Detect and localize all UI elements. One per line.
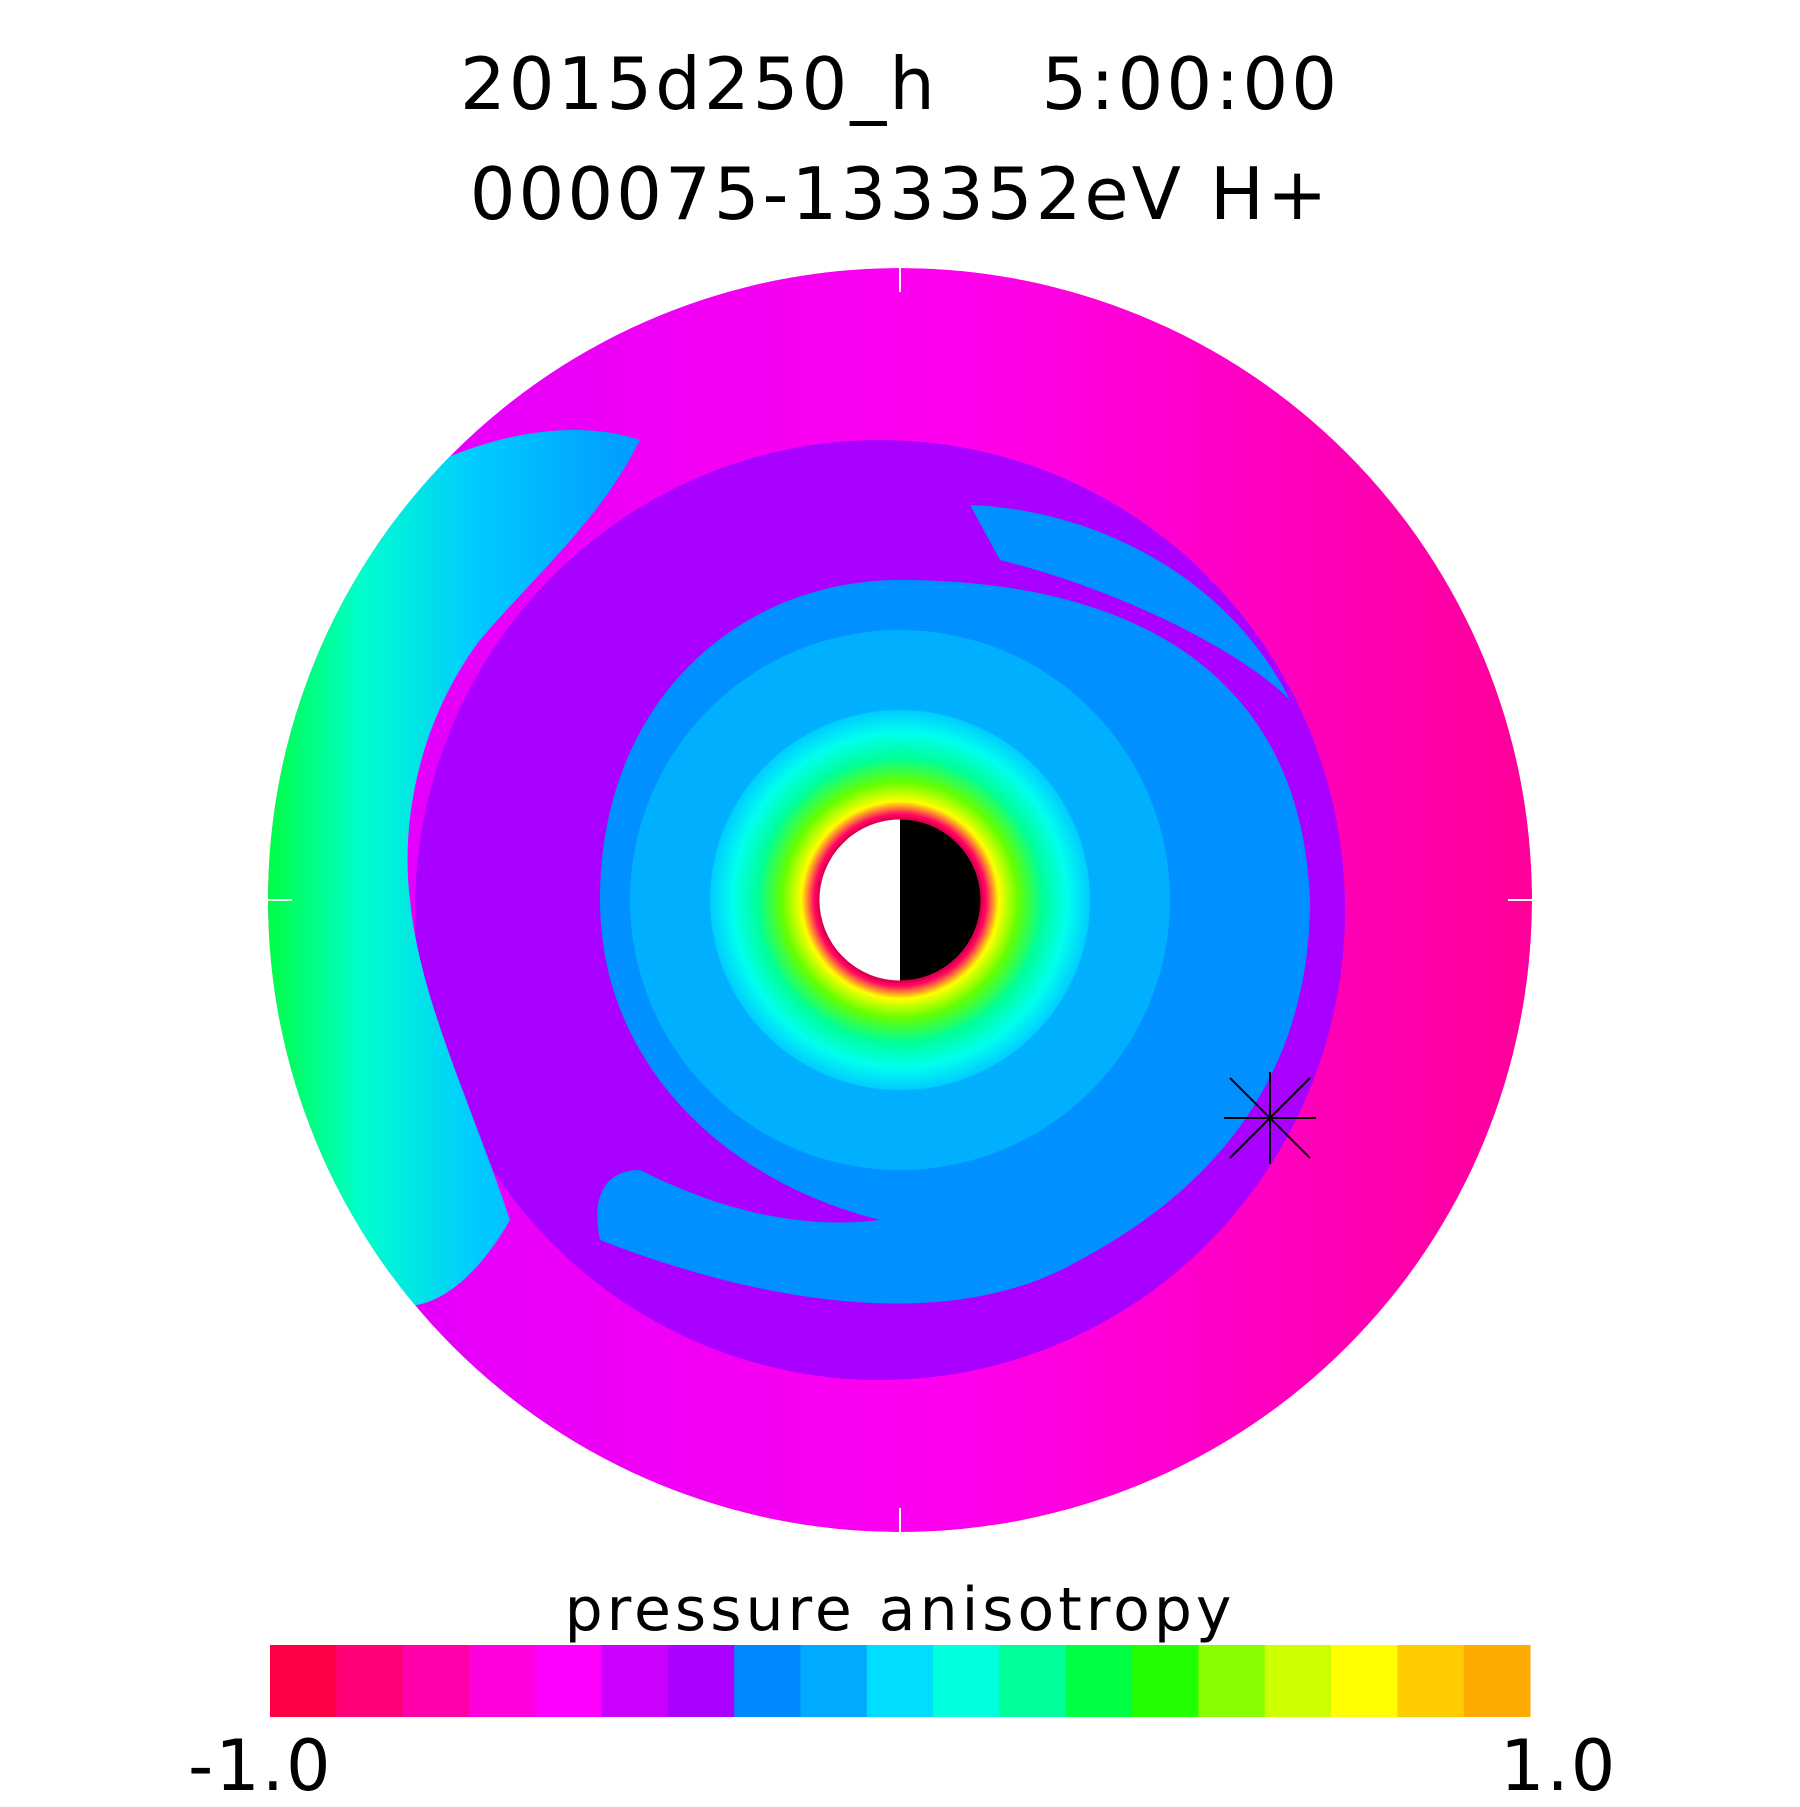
colorbar-segment	[800, 1645, 868, 1717]
colorbar-label: pressure anisotropy	[564, 1575, 1236, 1645]
chart-title-line1: 2015d250_h 5:00:00	[459, 42, 1341, 126]
chart-title-line2: 000075-133352eV H+	[469, 152, 1331, 236]
colorbar-segment	[1264, 1645, 1332, 1717]
colorbar-segment	[1463, 1645, 1531, 1717]
colorbar-min-label: -1.0	[188, 1725, 333, 1807]
colorbar-segment	[1065, 1645, 1133, 1717]
earth-icon	[816, 816, 984, 984]
colorbar	[270, 1645, 1531, 1717]
colorbar-segment	[1397, 1645, 1465, 1717]
colorbar-segment	[270, 1645, 337, 1717]
colorbar-segment	[866, 1645, 934, 1717]
colorbar-segment	[1331, 1645, 1398, 1717]
colorbar-segment	[601, 1645, 669, 1717]
colorbar-segment	[402, 1645, 470, 1717]
colorbar-segment	[1132, 1645, 1199, 1717]
inner-ring-tongue	[970, 505, 1290, 700]
colorbar-segment	[336, 1645, 404, 1717]
colorbar-segment	[667, 1645, 735, 1717]
colorbar-segment	[999, 1645, 1067, 1717]
dusk-band	[268, 430, 640, 1307]
colorbar-segment	[734, 1645, 802, 1717]
asterisk-marker	[1224, 1072, 1316, 1164]
colorbar-segment	[468, 1645, 536, 1717]
colorbar-max-label: 1.0	[1500, 1725, 1618, 1807]
colorbar-segment	[535, 1645, 603, 1717]
colorbar-segment	[933, 1645, 1000, 1717]
axis-ticks	[268, 268, 1532, 1532]
colorbar-segment	[1198, 1645, 1266, 1717]
